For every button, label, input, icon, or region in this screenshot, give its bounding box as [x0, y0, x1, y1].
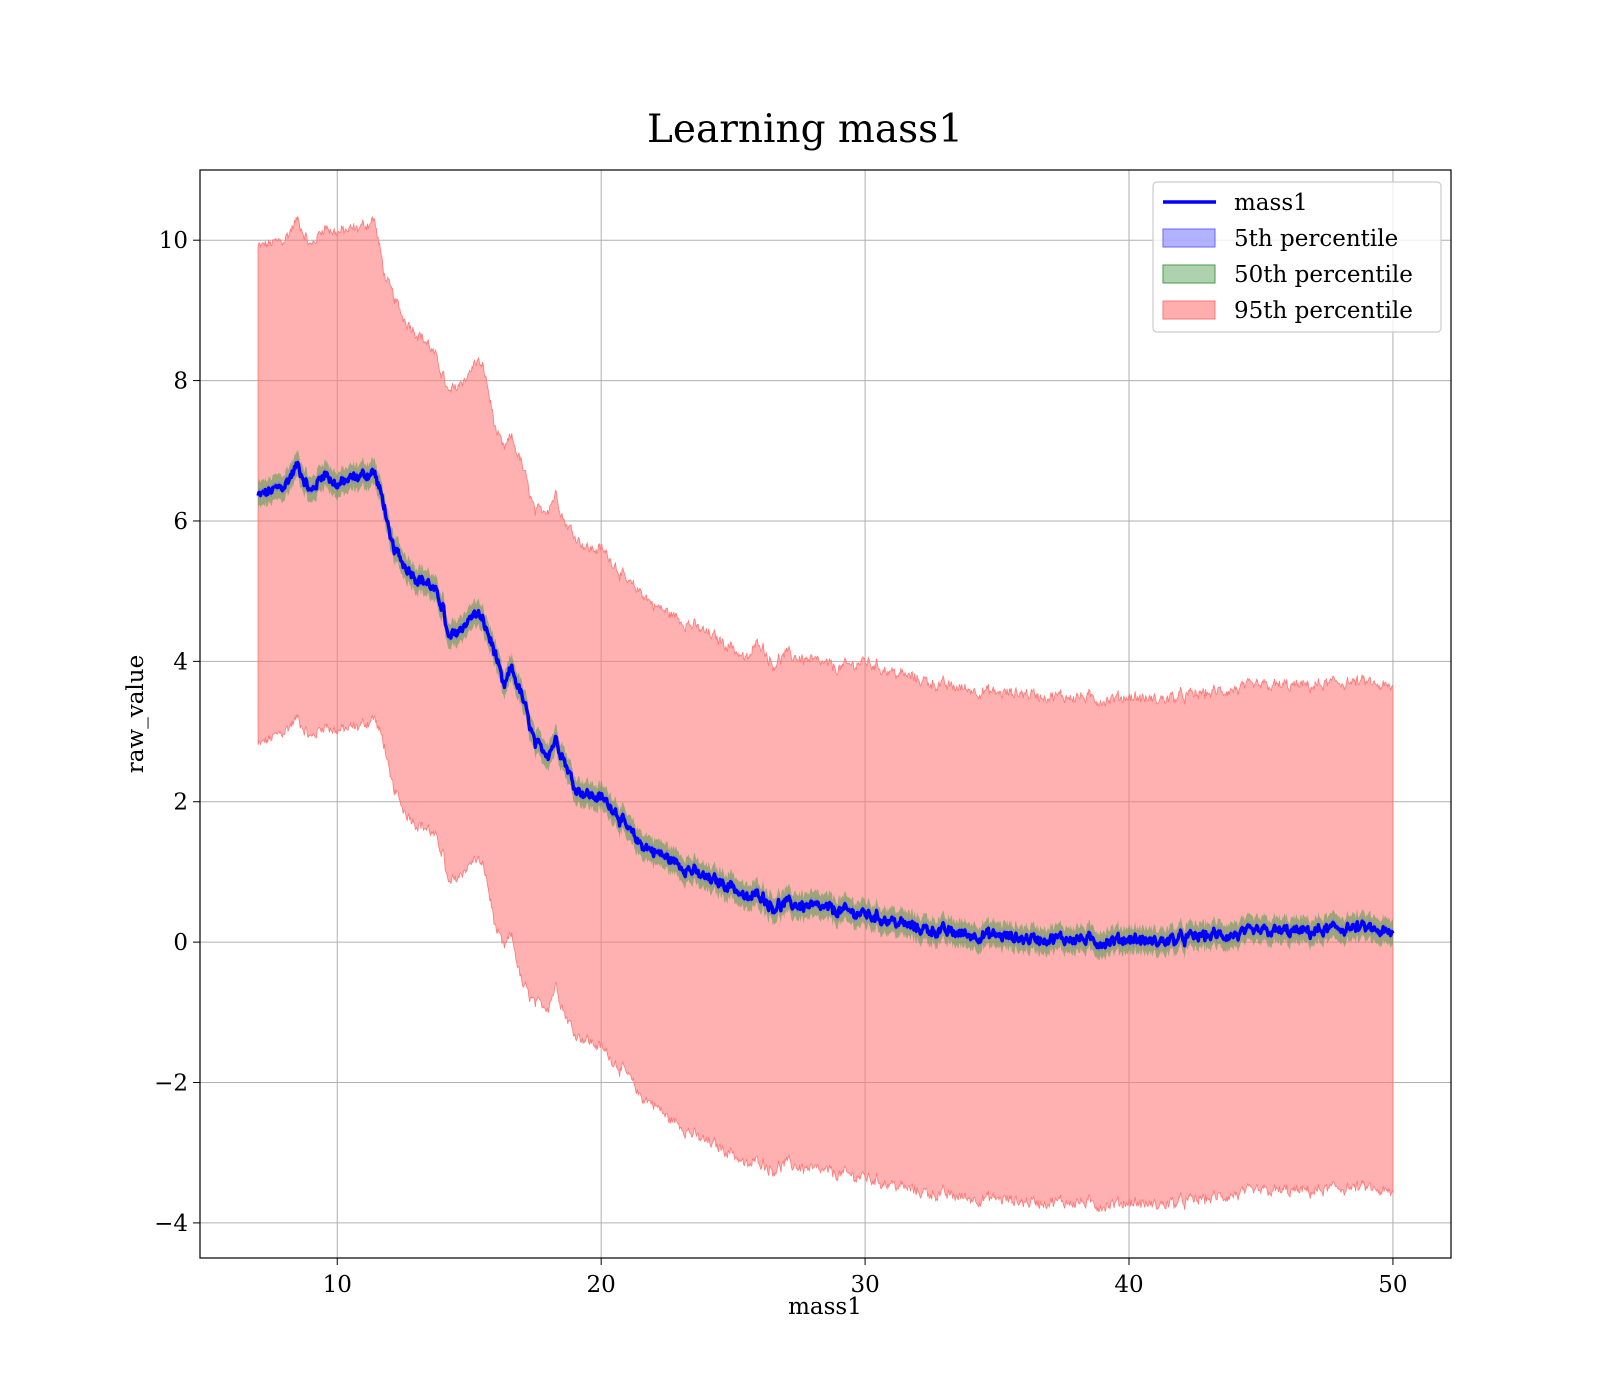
- axes-frame: [199, 169, 1452, 1259]
- y-tick-label: 2: [173, 790, 188, 816]
- y-tick-label: 8: [173, 369, 188, 395]
- x-tick-label: 40: [1114, 1272, 1143, 1298]
- ticks: 10 20 30 40 50 −4 −2 0 2 4 6 8 10: [154, 228, 1407, 1298]
- x-tick-label: 20: [587, 1272, 616, 1298]
- y-tick-label: 10: [159, 228, 188, 254]
- y-tick-label: −2: [154, 1071, 188, 1097]
- x-tick-label: 10: [323, 1272, 352, 1298]
- y-tick-label: 6: [173, 509, 188, 535]
- x-tick-label: 30: [850, 1272, 879, 1298]
- x-tick-label: 50: [1378, 1272, 1407, 1298]
- legend: mass1 5th percentile 50th percentile 95t…: [1152, 181, 1442, 333]
- y-axis-label: raw_value: [123, 655, 149, 773]
- band-95th-percentile: [257, 215, 1394, 1213]
- chart-title: Learning mass1: [647, 107, 963, 152]
- legend-label-95th: 95th percentile: [1234, 298, 1413, 324]
- legend-swatch-95th: [1162, 300, 1216, 320]
- series-lines: [256, 460, 1395, 950]
- legend-label-mass1: mass1: [1234, 190, 1308, 216]
- legend-label-5th: 5th percentile: [1234, 226, 1398, 252]
- y-tick-label: −4: [154, 1211, 188, 1237]
- legend-swatch-5th: [1162, 228, 1216, 248]
- y-tick-label: 0: [173, 930, 188, 956]
- x-axis-label: mass1: [788, 1294, 862, 1320]
- bands: [257, 215, 1394, 1213]
- legend-swatch-50th: [1162, 264, 1216, 284]
- series-line-mass1: [256, 460, 1395, 950]
- legend-frame: [1152, 181, 1442, 333]
- legend-label-50th: 50th percentile: [1234, 262, 1413, 288]
- y-tick-label: 4: [173, 649, 188, 675]
